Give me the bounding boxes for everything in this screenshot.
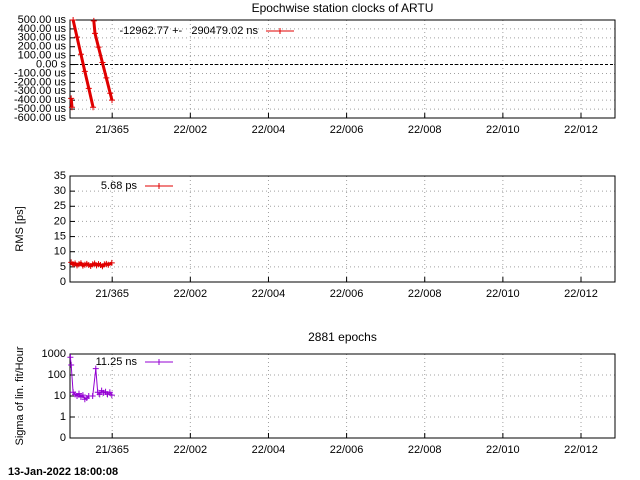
point-marker <box>90 17 97 24</box>
y-tick-label: -600.00 us <box>14 112 66 124</box>
legend-marker <box>156 359 162 365</box>
x-tick-label: 21/365 <box>95 124 129 136</box>
x-tick-label: 22/010 <box>486 444 520 456</box>
point-marker <box>108 97 115 104</box>
y-tick-label: 0 <box>60 276 66 288</box>
point-marker <box>79 392 86 399</box>
point-marker <box>85 85 92 92</box>
y-tick-label: -300.00 us <box>14 85 66 97</box>
legend-label: 5.68 ps <box>101 180 138 192</box>
y-axis-label: RMS [ps] <box>14 206 26 251</box>
point-marker <box>81 68 88 75</box>
x-tick-label: 22/004 <box>252 444 286 456</box>
point-marker <box>68 95 75 102</box>
y-tick-label: 35 <box>54 170 66 182</box>
y-tick-label: -500.00 us <box>14 103 66 115</box>
y-tick-label: 1000 <box>42 348 66 360</box>
y-tick-label: 400.00 us <box>18 23 67 35</box>
x-tick-label: 22/012 <box>564 444 598 456</box>
y-tick-label: 5 <box>60 261 66 273</box>
y-tick-label: 20 <box>54 215 66 227</box>
point-marker <box>105 261 112 268</box>
point-marker <box>108 392 115 399</box>
point-marker <box>99 59 106 66</box>
point-marker <box>95 44 102 51</box>
series-line <box>69 19 114 108</box>
y-tick-label: -400.00 us <box>14 94 66 106</box>
y-tick-label: 30 <box>54 185 66 197</box>
point-marker <box>90 104 97 111</box>
y-tick-label: -200.00 us <box>14 76 66 88</box>
x-tick-label: 22/002 <box>174 288 208 300</box>
x-tick-label: 22/010 <box>486 124 520 136</box>
point-marker <box>108 259 115 266</box>
y-tick-label: 1 <box>60 411 66 423</box>
x-tick-label: 22/006 <box>330 124 364 136</box>
x-tick-label: 22/006 <box>330 444 364 456</box>
y-tick-label: 100 <box>48 369 66 381</box>
x-tick-label: 22/004 <box>252 288 286 300</box>
y-tick-label: 500.00 us <box>18 14 67 26</box>
x-tick-label: 22/002 <box>174 444 208 456</box>
point-marker <box>68 104 75 111</box>
y-tick-label: 0 <box>60 432 66 444</box>
x-tick-label: 22/010 <box>486 288 520 300</box>
point-marker <box>74 34 81 41</box>
point-marker <box>103 74 110 81</box>
x-tick-label: 22/008 <box>408 444 442 456</box>
x-tick-label: 22/008 <box>408 124 442 136</box>
plot-frame <box>69 19 616 119</box>
x-tick-label: 22/004 <box>252 124 286 136</box>
y-axis-label: Sigma of lin. fit/Hour <box>14 346 26 445</box>
y-tick-label: 300.00 us <box>18 32 67 44</box>
x-tick-label: 22/006 <box>330 288 364 300</box>
y-tick-label: 25 <box>54 200 66 212</box>
chart-title: 2881 epochs <box>308 330 377 344</box>
x-tick-label: 22/012 <box>564 288 598 300</box>
plot-frame <box>69 353 616 439</box>
x-tick-label: 21/365 <box>95 444 129 456</box>
x-tick-label: 22/008 <box>408 288 442 300</box>
legend-label: 11.25 ns <box>96 356 138 368</box>
point-marker <box>107 90 114 97</box>
y-tick-label: 10 <box>54 246 66 258</box>
legend-marker <box>156 183 162 189</box>
point-marker <box>96 391 103 398</box>
chart-title: Epochwise station clocks of ARTU <box>252 1 434 15</box>
point-marker <box>89 393 96 399</box>
y-tick-label: 200.00 us <box>18 41 67 53</box>
x-tick-label: 22/012 <box>564 124 598 136</box>
y-tick-label: -100.00 us <box>14 67 66 79</box>
y-tick-label: 100.00 us <box>18 50 67 62</box>
timestamp: 13-Jan-2022 18:00:08 <box>8 466 118 478</box>
y-tick-label: 10 <box>54 390 66 402</box>
legend-marker <box>277 28 283 34</box>
x-tick-label: 22/002 <box>174 124 208 136</box>
point-marker <box>92 30 99 37</box>
x-tick-label: 21/365 <box>95 288 129 300</box>
y-tick-label: 0.00 s <box>36 58 66 70</box>
point-marker <box>70 17 77 23</box>
point-marker <box>92 365 99 372</box>
point-marker <box>67 354 74 361</box>
y-tick-label: 15 <box>54 230 66 242</box>
point-marker <box>68 361 75 368</box>
legend-label: -12962.77 +- 290479.02 ns <box>119 25 258 37</box>
plot-frame <box>69 175 616 283</box>
point-marker <box>77 51 84 58</box>
point-marker <box>75 390 82 397</box>
